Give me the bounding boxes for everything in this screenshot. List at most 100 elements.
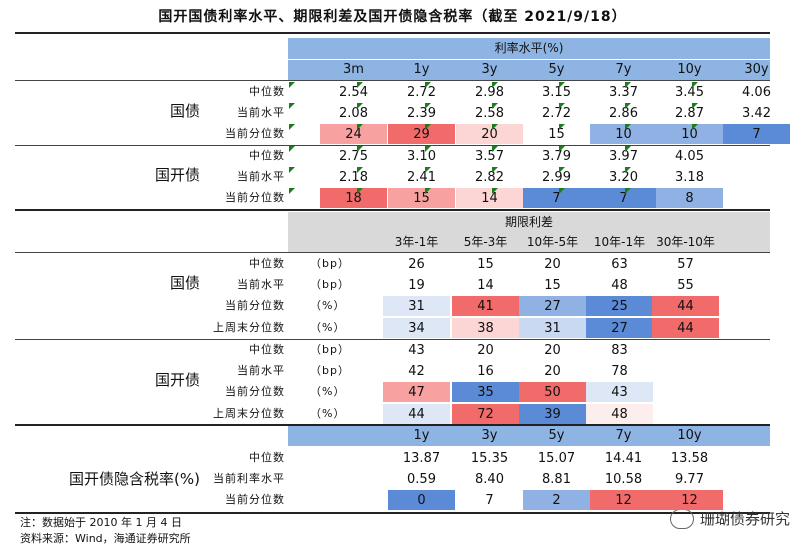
flag-marker bbox=[289, 82, 295, 88]
rule bbox=[15, 80, 770, 81]
s1-col-header: 7y bbox=[615, 62, 632, 77]
table-title: 国开国债利率水平、期限利差及国开债隐含税率（截至 2021/9/18） bbox=[158, 9, 627, 25]
flag-marker bbox=[625, 167, 631, 173]
s2-row-label: 中位数 bbox=[249, 257, 285, 270]
flag-marker bbox=[559, 167, 565, 173]
rule bbox=[15, 145, 770, 146]
s1-value-cell: 24 bbox=[320, 124, 387, 144]
s3-group-name: 国开债隐含税率(%) bbox=[69, 470, 200, 488]
flag-marker bbox=[625, 82, 631, 88]
s1-value-cell: 7 bbox=[590, 188, 657, 208]
s2-value-cell: 38 bbox=[452, 318, 519, 338]
s1-value-cell: 2.87 bbox=[675, 105, 704, 121]
s2-row-label: 中位数 bbox=[249, 343, 285, 356]
s1-value-cell: 3.45 bbox=[675, 84, 704, 100]
s2-value-cell: 31 bbox=[383, 296, 450, 316]
flag-marker bbox=[559, 82, 565, 88]
s1-row-label: 当前分位数 bbox=[225, 127, 285, 140]
s3-value-cell: 15.07 bbox=[537, 450, 576, 466]
s2-value-cell: 19 bbox=[408, 277, 425, 293]
s1-value-cell: 2.99 bbox=[542, 169, 571, 185]
rule bbox=[15, 512, 770, 514]
section1-header: 利率水平(%) bbox=[494, 41, 564, 55]
s3-col-header: 7y bbox=[615, 428, 632, 443]
s2-value-cell: 20 bbox=[477, 342, 494, 358]
s2-value-cell: 43 bbox=[586, 382, 653, 402]
s1-value-cell: 2.98 bbox=[475, 84, 504, 100]
footer-note: 注：数据始于 2010 年 1 月 4 日 bbox=[20, 516, 182, 529]
flag-marker bbox=[625, 103, 631, 109]
s2-value-cell: 44 bbox=[383, 404, 450, 424]
s1-col-header: 5y bbox=[548, 62, 565, 77]
s3-value-cell: 2 bbox=[523, 490, 590, 510]
flag-marker bbox=[492, 124, 498, 130]
s2-col-header: 10年-1年 bbox=[593, 235, 646, 249]
flag-marker bbox=[289, 188, 295, 194]
s2-value-cell: 20 bbox=[544, 363, 561, 379]
s3-row-label: 当前分位数 bbox=[225, 493, 285, 506]
s2-value-cell: 14 bbox=[477, 277, 494, 293]
flag-marker bbox=[289, 124, 295, 130]
s1-col-header: 3y bbox=[481, 62, 498, 77]
s2-value-cell: 27 bbox=[586, 318, 653, 338]
flag-marker bbox=[559, 124, 565, 130]
s3-row-label: 当前利率水平 bbox=[213, 472, 285, 485]
s2-value-cell: 48 bbox=[586, 404, 653, 424]
s2-value-cell: 63 bbox=[611, 256, 628, 272]
s2-row-label: 当前水平 bbox=[237, 278, 285, 291]
s1-value-cell: 2.72 bbox=[542, 105, 571, 121]
s3-col-header: 10y bbox=[677, 428, 702, 443]
flag-marker bbox=[357, 103, 363, 109]
s1-row-label: 当前水平 bbox=[237, 170, 285, 183]
s1-value-cell: 2.58 bbox=[475, 105, 504, 121]
section2-header: 期限利差 bbox=[504, 215, 553, 229]
s2-group-name: 国债 bbox=[169, 274, 200, 292]
s3-value-cell: 14.41 bbox=[604, 450, 643, 466]
flag-marker bbox=[425, 167, 431, 173]
s2-value-cell: 57 bbox=[677, 256, 694, 272]
watermark-text: 珊瑚债券研究 bbox=[699, 510, 790, 528]
section1-header-band bbox=[288, 38, 770, 59]
s2-row-label: 当前水平 bbox=[237, 364, 285, 377]
s1-value-cell: 7 bbox=[723, 124, 790, 144]
watermark: 珊瑚债券研究 bbox=[669, 508, 790, 529]
s2-col-header: 5年-3年 bbox=[463, 235, 508, 249]
s3-value-cell: 0 bbox=[388, 490, 455, 510]
s1-value-cell: 20 bbox=[456, 124, 523, 144]
s3-col-header: 1y bbox=[413, 428, 430, 443]
flag-marker bbox=[625, 146, 631, 152]
s2-value-cell: 44 bbox=[652, 318, 719, 338]
flag-marker bbox=[357, 188, 363, 194]
s3-col-header: 3y bbox=[481, 428, 498, 443]
s1-value-cell: 3.18 bbox=[675, 169, 704, 185]
rule bbox=[15, 424, 770, 426]
s1-value-cell: 4.06 bbox=[742, 84, 771, 100]
flag-marker bbox=[289, 103, 295, 109]
s1-col-header: 30y bbox=[744, 62, 769, 77]
s2-value-cell: 15 bbox=[477, 256, 494, 272]
s1-value-cell: 2.72 bbox=[407, 84, 436, 100]
s2-row-label: 当前分位数 bbox=[225, 385, 285, 398]
s1-value-cell: 2.39 bbox=[407, 105, 436, 121]
s1-value-cell: 2.18 bbox=[339, 169, 368, 185]
flag-marker bbox=[425, 146, 431, 152]
s1-value-cell: 4.05 bbox=[675, 148, 704, 164]
s1-row-label: 当前水平 bbox=[237, 106, 285, 119]
flag-marker bbox=[492, 167, 498, 173]
flag-marker bbox=[559, 188, 565, 194]
s2-value-cell: 47 bbox=[383, 382, 450, 402]
flag-marker bbox=[357, 82, 363, 88]
section1-columns-band bbox=[288, 60, 770, 80]
s2-row-unit: （%） bbox=[310, 385, 346, 398]
s1-group-name: 国开债 bbox=[154, 166, 200, 184]
s1-value-cell: 14 bbox=[456, 188, 523, 208]
rule bbox=[15, 339, 770, 340]
s3-row-label: 中位数 bbox=[249, 451, 285, 464]
rule bbox=[15, 209, 770, 211]
flag-marker bbox=[425, 188, 431, 194]
s1-value-cell: 7 bbox=[523, 188, 590, 208]
s2-value-cell: 55 bbox=[677, 277, 694, 293]
flag-marker bbox=[289, 167, 295, 173]
s3-value-cell: 7 bbox=[485, 492, 494, 508]
s2-value-cell: 83 bbox=[611, 342, 628, 358]
